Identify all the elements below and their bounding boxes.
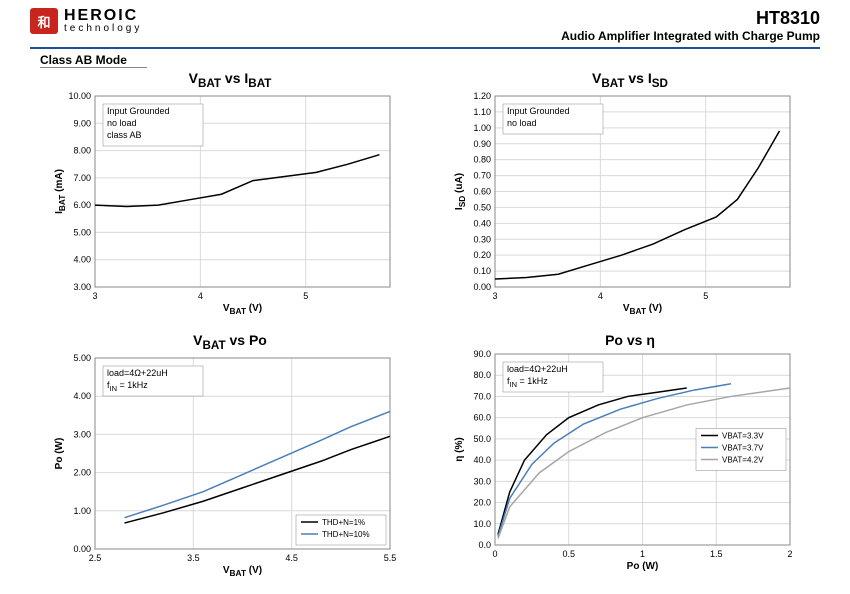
- svg-text:40.0: 40.0: [473, 455, 491, 465]
- svg-text:5.00: 5.00: [73, 227, 91, 237]
- logo: 和 HEROIC technology: [30, 8, 142, 34]
- svg-text:0.60: 0.60: [473, 186, 491, 196]
- svg-text:4: 4: [198, 291, 203, 301]
- chart-vbat-ibat: VBAT vs IBAT 3.00 4.00 5.00 6.00 7.00 8.00 9.00…: [50, 70, 410, 322]
- logo-line2: technology: [64, 24, 142, 34]
- svg-text:5: 5: [703, 291, 708, 301]
- svg-text:0.0: 0.0: [478, 540, 491, 550]
- svg-text:1: 1: [640, 549, 645, 559]
- svg-text:1.20: 1.20: [473, 92, 491, 101]
- svg-text:9.00: 9.00: [73, 118, 91, 128]
- svg-text:3.5: 3.5: [187, 553, 200, 563]
- svg-text:90.0: 90.0: [473, 350, 491, 359]
- chart-title: VBAT vs IBAT: [50, 70, 410, 90]
- svg-text:THD+N=1%: THD+N=1%: [322, 518, 365, 527]
- header: 和 HEROIC technology HT8310 Audio Amplifi…: [0, 0, 850, 45]
- chart-title: VBAT vs ISD: [450, 70, 810, 90]
- svg-text:3.00: 3.00: [73, 429, 91, 439]
- svg-text:4.00: 4.00: [73, 391, 91, 401]
- chart-title: VBAT vs Po: [50, 332, 410, 352]
- svg-text:0.40: 0.40: [473, 218, 491, 228]
- logo-line1: HEROIC: [64, 8, 142, 24]
- svg-text:VBAT=3.3V: VBAT=3.3V: [722, 431, 764, 440]
- chart-svg: 3.004.005.006.007.008.009.0010.00345Inpu…: [50, 92, 400, 322]
- svg-text:1.00: 1.00: [73, 505, 91, 515]
- title-block: HT8310 Audio Amplifier Integrated with C…: [561, 8, 820, 43]
- charts-grid: VBAT vs IBAT 3.00 4.00 5.00 6.00 7.00 8.00 9.00…: [0, 70, 850, 594]
- svg-text:30.0: 30.0: [473, 476, 491, 486]
- svg-text:10.00: 10.00: [68, 92, 91, 101]
- svg-text:1.00: 1.00: [473, 123, 491, 133]
- svg-text:70.0: 70.0: [473, 391, 491, 401]
- svg-text:60.0: 60.0: [473, 412, 491, 422]
- svg-text:5.5: 5.5: [384, 553, 397, 563]
- svg-text:5: 5: [303, 291, 308, 301]
- svg-text:0.5: 0.5: [562, 549, 575, 559]
- svg-text:2.00: 2.00: [73, 467, 91, 477]
- svg-text:10.0: 10.0: [473, 519, 491, 529]
- svg-text:0.70: 0.70: [473, 170, 491, 180]
- svg-text:0.00: 0.00: [473, 282, 491, 292]
- svg-text:3: 3: [92, 291, 97, 301]
- svg-text:VBAT=3.7V: VBAT=3.7V: [722, 443, 764, 452]
- chart-svg: 0.001.002.003.004.005.002.53.54.55.5load…: [50, 354, 400, 584]
- logo-text: HEROIC technology: [64, 8, 142, 34]
- svg-text:0.80: 0.80: [473, 154, 491, 164]
- svg-text:80.0: 80.0: [473, 370, 491, 380]
- svg-text:50.0: 50.0: [473, 434, 491, 444]
- svg-text:20.0: 20.0: [473, 497, 491, 507]
- chart-svg: 0.0 10.0 20.0 30.0 40.0 50.0 60.0 70.0 80.0 90.0 0…: [450, 350, 800, 580]
- svg-text:8.00: 8.00: [73, 145, 91, 155]
- part-number: HT8310: [561, 8, 820, 29]
- svg-text:6.00: 6.00: [73, 200, 91, 210]
- svg-text:5.00: 5.00: [73, 354, 91, 363]
- svg-text:THD+N=10%: THD+N=10%: [322, 530, 370, 539]
- svg-text:3.00: 3.00: [73, 282, 91, 292]
- svg-text:2: 2: [787, 549, 792, 559]
- section-title: Class AB Mode: [40, 53, 147, 68]
- svg-text:0.20: 0.20: [473, 250, 491, 260]
- header-rule: [30, 47, 820, 49]
- svg-text:1.10: 1.10: [473, 107, 491, 117]
- chart-vbat-po: VBAT vs Po0.001.002.003.004.005.002.53.5…: [50, 332, 410, 584]
- subtitle: Audio Amplifier Integrated with Charge P…: [561, 29, 820, 43]
- svg-text:0: 0: [492, 549, 497, 559]
- svg-text:0.90: 0.90: [473, 139, 491, 149]
- chart-svg: 0.00 0.10 0.20 0.30 0.40 0.50 0.60 0.70 0.80 0.90…: [450, 92, 800, 322]
- svg-text:4.00: 4.00: [73, 255, 91, 265]
- chart-vbat-isd: VBAT vs ISD0.000.100.200.300.400.500.600…: [450, 70, 810, 322]
- svg-text:4: 4: [598, 291, 603, 301]
- chart-title: Po vs η: [450, 332, 810, 348]
- logo-glyph: 和: [30, 8, 58, 34]
- svg-text:VBAT=4.2V: VBAT=4.2V: [722, 455, 764, 464]
- svg-text:4.5: 4.5: [285, 553, 298, 563]
- chart-po-eta: Po vs η 0.0 10.0 20.0 30.0 40.0 50.0 60.0 70.0 80…: [450, 332, 810, 584]
- svg-text:0.10: 0.10: [473, 266, 491, 276]
- svg-text:7.00: 7.00: [73, 173, 91, 183]
- svg-text:3: 3: [492, 291, 497, 301]
- svg-text:1.5: 1.5: [710, 549, 723, 559]
- svg-text:2.5: 2.5: [89, 553, 102, 563]
- svg-text:0.30: 0.30: [473, 234, 491, 244]
- svg-text:0.50: 0.50: [473, 202, 491, 212]
